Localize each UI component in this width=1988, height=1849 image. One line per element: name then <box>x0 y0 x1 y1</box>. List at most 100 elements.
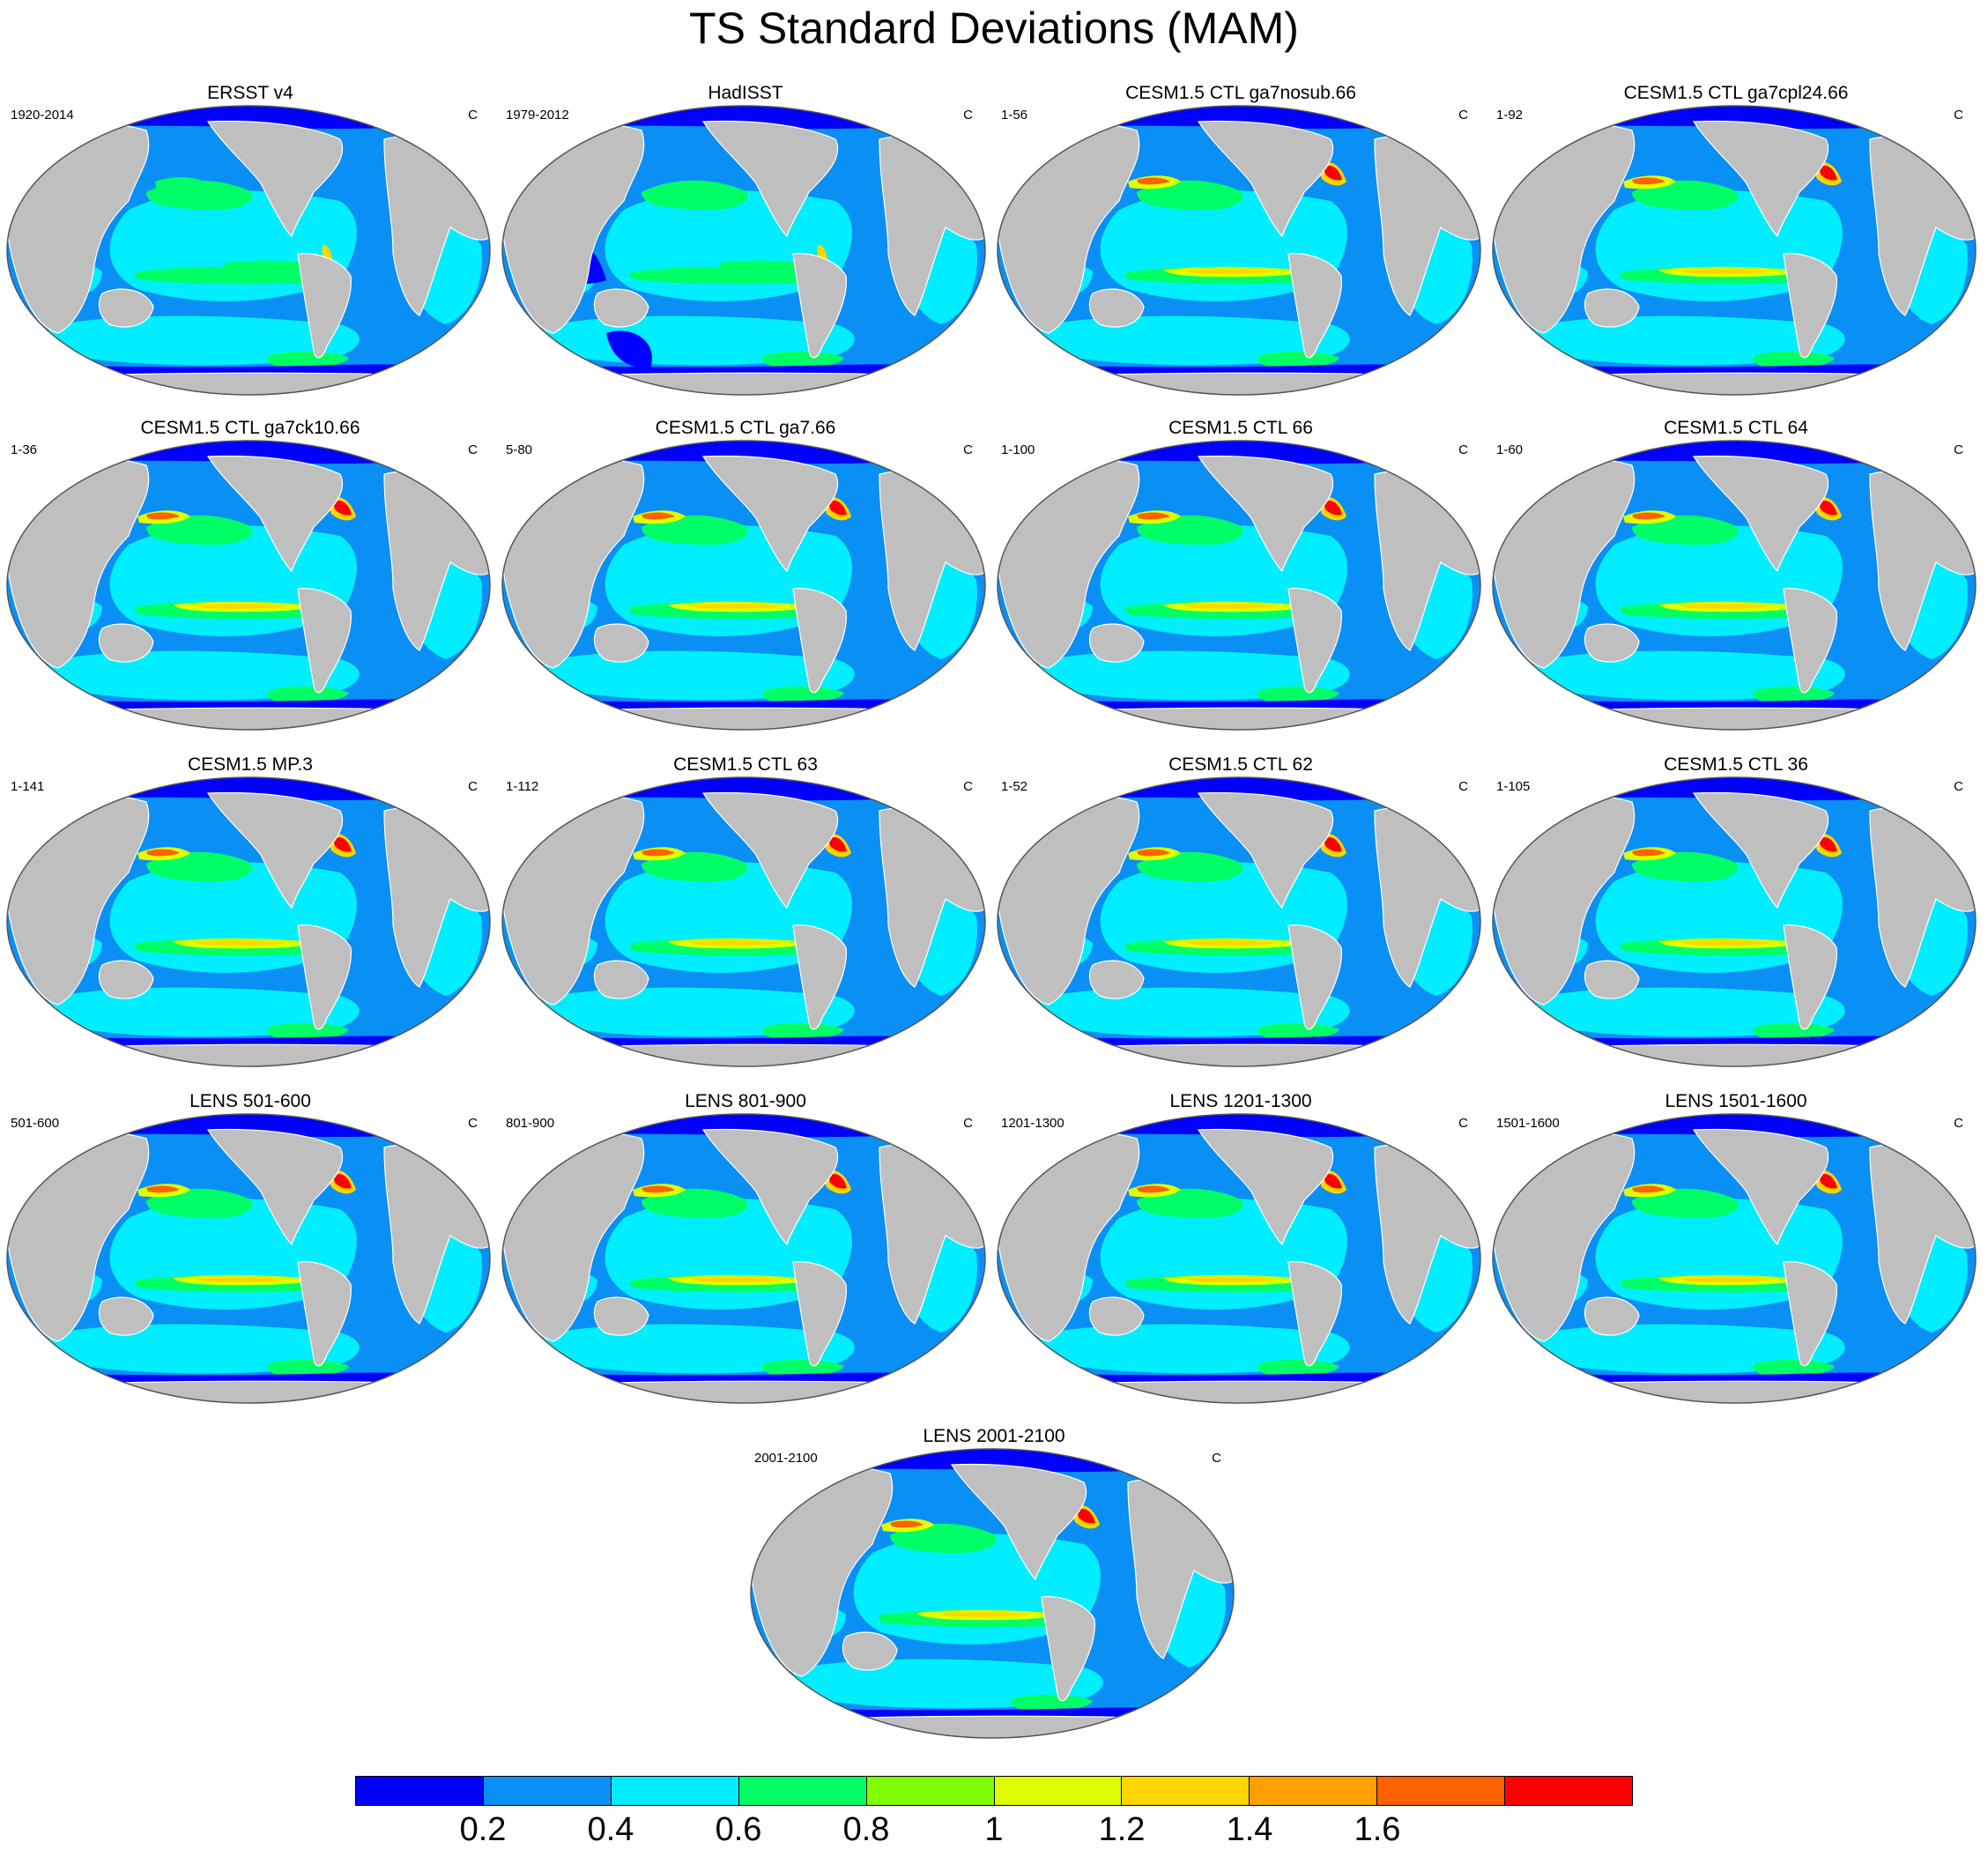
land-mass <box>1783 588 1837 694</box>
land-mass <box>998 1043 1480 1066</box>
panel-title: CESM1.5 CTL ga7.66 <box>655 418 836 438</box>
sst-band-0.4-0.6 <box>790 1659 1103 1709</box>
land-mass <box>1783 253 1837 359</box>
sst-band-0.6-0.8 <box>1257 1022 1339 1039</box>
gulf-stream-core <box>1819 1173 1837 1189</box>
land-mass <box>1493 1043 1976 1066</box>
panel-title: LENS 1201-1300 <box>1169 1091 1312 1111</box>
map-panel: LENS 801-900 801-900 C <box>501 1091 990 1408</box>
map-outline <box>6 105 491 396</box>
gulf-stream-core <box>1324 1173 1342 1189</box>
equatorial-pacific-core <box>938 1612 1031 1617</box>
land-mass <box>950 1463 1087 1581</box>
panel-title: LENS 2001-2100 <box>923 1426 1065 1446</box>
sst-band-0.6-0.8 <box>642 1188 748 1219</box>
map-outline <box>997 105 1481 396</box>
land-mass <box>998 707 1480 730</box>
map-outline <box>6 776 491 1067</box>
panel-period-label: 1-141 <box>11 779 45 794</box>
panel-units-label: C <box>963 442 973 457</box>
land-mass <box>792 924 847 1030</box>
panel-units-label: C <box>963 108 973 123</box>
land-mass <box>1088 623 1145 663</box>
map-outline <box>501 1113 986 1404</box>
sst-band-0.6-0.8 <box>890 1523 997 1554</box>
kuroshio-core <box>642 1185 675 1193</box>
panel-units-label: C <box>468 442 478 457</box>
sst-band-0.6-0.8 <box>1137 515 1243 546</box>
kuroshio-core <box>642 512 675 520</box>
sst-band-0.6-0.8 <box>1753 1022 1835 1039</box>
land-mass <box>98 288 154 328</box>
gulf-stream-core <box>333 836 352 852</box>
map-panel: CESM1.5 MP.3 1-141 C <box>5 754 495 1072</box>
sst-band-0.6-0.8 <box>1753 1359 1835 1376</box>
gulf-stream-core <box>828 1173 847 1189</box>
land-mass <box>502 1380 985 1403</box>
panel-title: CESM1.5 CTL 63 <box>673 754 818 775</box>
land-mass <box>593 960 649 999</box>
land-mass <box>593 623 649 663</box>
world-map <box>501 440 986 731</box>
sst-band-0.4-0.6 <box>46 987 360 1037</box>
sst-band-0.6-0.8 <box>1632 1188 1739 1219</box>
panel-title: HadISST <box>708 83 783 103</box>
map-outline <box>6 1113 491 1404</box>
sst-band-0.6-0.8 <box>1137 851 1243 882</box>
land-mass <box>842 1631 898 1671</box>
sst-band-0.6-0.8 <box>1753 686 1835 702</box>
gulf-stream-core <box>1324 165 1342 181</box>
kuroshio-core <box>1137 177 1170 185</box>
panel-units-label: C <box>1954 108 1963 123</box>
colorbar-tick-label: 1.2 <box>1098 1811 1146 1848</box>
land-mass <box>7 1380 490 1403</box>
land-mass <box>1197 120 1334 238</box>
equatorial-pacific-core <box>690 604 783 609</box>
equatorial-pacific-core <box>195 940 287 946</box>
colorbar-cell <box>1377 1777 1506 1805</box>
land-mass <box>1197 791 1334 910</box>
gulf-stream-core <box>1819 836 1837 852</box>
panel-period-label: 1-56 <box>1001 108 1028 123</box>
world-map <box>1492 440 1977 731</box>
sst-band-0.4-0.6 <box>46 1324 360 1374</box>
sst-band-0.6-0.8 <box>1257 1359 1339 1376</box>
kuroshio-core <box>642 849 675 857</box>
figure-title: TS Standard Deviations (MAM) <box>689 4 1299 53</box>
land-mass <box>1493 372 1976 395</box>
sst-band-0.4-0.6 <box>1532 1324 1845 1374</box>
panel-units-label: C <box>1458 108 1468 123</box>
panel-title: LENS 801-900 <box>685 1091 806 1111</box>
panel-period-label: 501-600 <box>11 1116 60 1131</box>
land-mass <box>792 588 847 694</box>
kuroshio-core <box>890 1520 924 1528</box>
world-map <box>501 105 986 396</box>
kuroshio-core <box>1632 177 1665 185</box>
panel-units-label: C <box>468 779 478 794</box>
land-mass <box>1692 1128 1829 1246</box>
panel-units-label: C <box>1458 779 1468 794</box>
panel-title: ERSST v4 <box>207 83 293 103</box>
land-mass <box>297 588 352 694</box>
panel-title: CESM1.5 MP.3 <box>187 754 313 775</box>
sst-band-0.6-0.8 <box>642 515 748 546</box>
equatorial-pacific-core <box>1680 1277 1773 1282</box>
land-mass <box>1088 960 1145 999</box>
equatorial-pacific-core <box>690 1277 783 1282</box>
land-mass <box>1783 924 1837 1030</box>
land-mass <box>1584 1296 1640 1336</box>
sst-band-0.6-0.8 <box>762 351 844 368</box>
sst-band-0.4-0.6 <box>1532 316 1845 366</box>
land-mass <box>701 1128 839 1246</box>
gulf-stream-core <box>333 1173 352 1189</box>
colorbar-cell <box>1505 1777 1633 1805</box>
colorbar-cell <box>1122 1777 1250 1805</box>
panel-title: CESM1.5 CTL 64 <box>1664 418 1808 438</box>
map-outline <box>750 1448 1235 1739</box>
panel-units-label: C <box>1954 779 1963 794</box>
map-panel: CESM1.5 CTL 66 1-100 C <box>996 418 1486 735</box>
kuroshio-core <box>146 849 180 857</box>
land-mass <box>297 253 352 359</box>
panel-units-label: C <box>468 1116 478 1131</box>
panel-period-label: 1920-2014 <box>11 108 74 123</box>
